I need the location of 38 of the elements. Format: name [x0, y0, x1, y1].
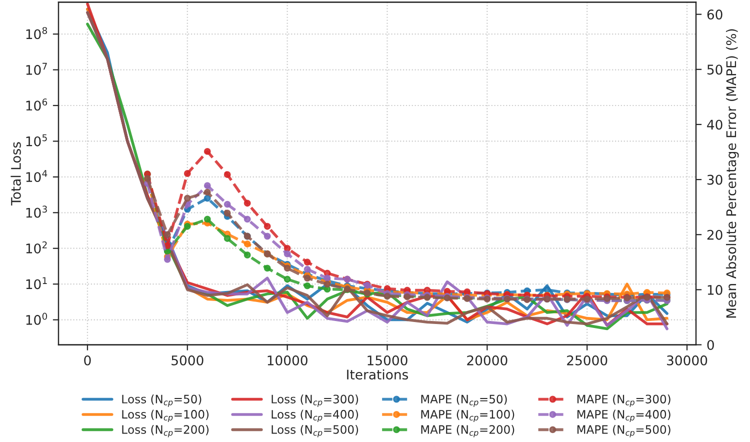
x-tick-label: 5000 [172, 355, 204, 366]
x-tick-label: 20000 [467, 355, 508, 366]
legend-label: Loss (N$_{cp}$=100) [122, 410, 209, 422]
legend-label: MAPE (N$_{cp}$=50) [421, 394, 507, 407]
legend-label: Loss (N$_{cp}$=200) [122, 424, 209, 438]
y2-tick-label: 10 [708, 284, 722, 295]
legend-label: Loss (N$_{cp}$=300) [272, 394, 358, 407]
y-tick-label: 10$^{0}$ [26, 312, 48, 325]
y-tick-label: 10$^{3}$ [26, 206, 47, 218]
y-axis-title: Total Loss [10, 142, 21, 206]
y-tick-label: 10$^{6}$ [26, 98, 48, 111]
y2-tick-label: 50 [707, 64, 722, 75]
legend-label: MAPE (N$_{cp}$=300) [577, 394, 670, 407]
legend-label: Loss (N$_{cp}$=500) [272, 424, 358, 438]
y2-tick-label: 30 [707, 174, 722, 185]
legend-label: MAPE (N$_{cp}$=100) [421, 410, 514, 422]
y-tick-label: 10$^{1}$ [26, 277, 47, 290]
legend-label: MAPE (N$_{cp}$=400) [577, 410, 670, 422]
y2-tick-label: 20 [707, 230, 722, 240]
y2-axis-title: Mean Absolute Percentage Error (MAPE) (%) [726, 29, 739, 318]
y-tick-label: 10$^{5}$ [26, 134, 47, 146]
y-tick-label: 10$^{4}$ [26, 170, 48, 182]
x-tick-label: 15000 [368, 355, 408, 366]
x-tick-label: 0 [84, 355, 91, 366]
legend-label: MAPE (N$_{cp}$=200) [421, 424, 514, 438]
y2-tick-label: 60 [707, 10, 722, 20]
legend-label: Loss (N$_{cp}$=400) [272, 410, 358, 422]
legend-label: MAPE (N$_{cp}$=500) [577, 424, 670, 438]
y-tick-label: 10$^{8}$ [26, 27, 48, 40]
x-tick-label: 10000 [268, 355, 308, 366]
y2-tick-label: 0 [707, 340, 714, 350]
x-tick-label: 25000 [567, 355, 608, 366]
legend-label: Loss (N$_{cp}$=50) [122, 394, 202, 407]
x-axis-title: Iterations [347, 369, 408, 380]
y2-tick-label: 40 [707, 120, 722, 130]
x-tick-label: 30000 [667, 355, 708, 366]
y-tick-label: 10$^{2}$ [26, 241, 47, 254]
y-tick-label: 10$^{7}$ [26, 62, 47, 75]
